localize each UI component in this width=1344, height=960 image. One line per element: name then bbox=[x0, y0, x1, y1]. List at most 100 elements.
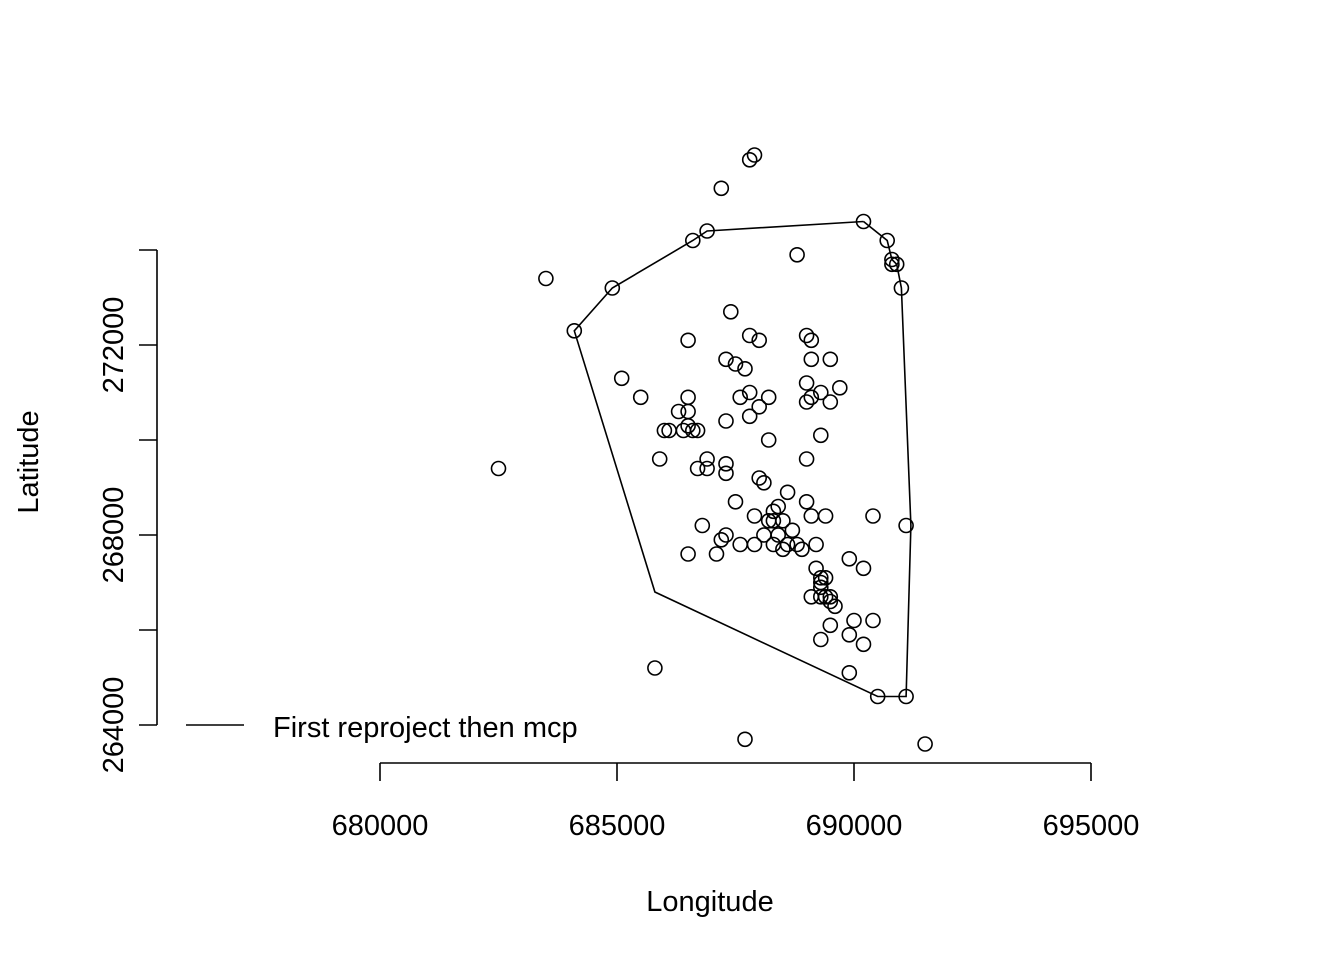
data-point bbox=[675, 422, 692, 439]
data-point bbox=[699, 460, 715, 477]
data-point bbox=[737, 360, 753, 377]
data-point bbox=[737, 731, 753, 748]
data-point bbox=[647, 660, 663, 676]
data-point bbox=[727, 356, 744, 372]
data-point bbox=[760, 432, 777, 448]
data-point bbox=[812, 427, 829, 444]
data-point bbox=[789, 247, 805, 263]
data-point bbox=[632, 389, 649, 406]
data-point bbox=[684, 422, 701, 439]
data-point bbox=[817, 569, 834, 586]
data-point bbox=[741, 384, 758, 401]
data-point bbox=[746, 508, 763, 524]
data-point bbox=[803, 332, 820, 349]
data-point bbox=[884, 256, 900, 273]
data-point bbox=[727, 493, 744, 510]
data-point bbox=[680, 403, 696, 420]
data-point bbox=[812, 631, 829, 648]
data-point bbox=[765, 503, 782, 520]
data-point bbox=[708, 546, 725, 562]
data-point bbox=[798, 327, 815, 344]
data-point bbox=[812, 579, 829, 596]
data-point bbox=[732, 389, 749, 406]
data-point bbox=[680, 546, 696, 562]
x-axis: 680000 685000 690000 695000 bbox=[332, 762, 1140, 842]
data-point bbox=[765, 536, 782, 553]
data-point bbox=[784, 522, 801, 539]
data-point bbox=[770, 498, 787, 515]
data-point bbox=[888, 256, 905, 273]
data-point bbox=[822, 394, 839, 410]
y-axis: 264000 268000 272000 bbox=[98, 249, 158, 774]
data-point bbox=[803, 351, 820, 368]
data-point bbox=[827, 598, 843, 615]
data-point bbox=[751, 332, 768, 349]
data-point bbox=[841, 550, 858, 567]
data-point bbox=[722, 303, 739, 320]
data-point bbox=[775, 512, 791, 529]
data-point bbox=[689, 460, 706, 477]
data-point bbox=[812, 569, 829, 586]
data-point bbox=[841, 626, 858, 643]
data-point bbox=[699, 451, 715, 467]
data-point bbox=[798, 375, 815, 391]
y-tick-label: 272000 bbox=[98, 297, 130, 394]
data-point bbox=[680, 417, 696, 434]
x-tick-label: 690000 bbox=[806, 810, 903, 842]
data-point bbox=[680, 389, 696, 406]
data-point bbox=[869, 688, 886, 705]
x-tick-label: 695000 bbox=[1043, 810, 1140, 842]
data-point bbox=[756, 474, 772, 491]
y-tick-label: 264000 bbox=[98, 677, 130, 774]
data-point bbox=[798, 493, 815, 510]
data-point bbox=[779, 484, 796, 501]
data-point bbox=[651, 451, 668, 467]
data-point bbox=[760, 389, 777, 406]
data-point bbox=[898, 688, 914, 705]
legend-label: First reproject then mcp bbox=[273, 712, 578, 744]
data-point bbox=[756, 527, 772, 543]
data-point bbox=[741, 408, 758, 425]
data-point bbox=[670, 403, 687, 420]
legend: First reproject then mcp bbox=[186, 712, 578, 744]
data-point bbox=[789, 536, 805, 553]
data-point bbox=[822, 617, 839, 634]
data-point bbox=[798, 451, 815, 467]
data-point bbox=[846, 612, 862, 629]
data-point bbox=[713, 531, 730, 548]
data-point bbox=[684, 232, 701, 249]
data-point bbox=[855, 636, 872, 653]
data-point bbox=[694, 517, 711, 534]
data-point bbox=[656, 422, 673, 439]
data-point bbox=[718, 413, 734, 429]
data-point bbox=[613, 370, 630, 387]
data-point bbox=[822, 593, 839, 610]
data-point bbox=[893, 280, 910, 296]
mcp-polygon-layer bbox=[573, 220, 912, 698]
mcp-polygon-line bbox=[573, 220, 912, 698]
data-point bbox=[794, 541, 810, 558]
data-point bbox=[751, 470, 768, 486]
y-axis-title: Latitude bbox=[13, 410, 45, 513]
data-point bbox=[741, 327, 758, 344]
data-point bbox=[718, 455, 734, 472]
data-point bbox=[718, 527, 734, 543]
data-point bbox=[855, 560, 872, 577]
data-point bbox=[751, 398, 768, 415]
data-point bbox=[732, 536, 749, 553]
y-tick-label: 268000 bbox=[98, 487, 130, 584]
data-point bbox=[765, 512, 782, 529]
data-point bbox=[699, 223, 715, 239]
data-point bbox=[812, 384, 829, 401]
data-point bbox=[775, 541, 791, 558]
data-point bbox=[798, 394, 815, 410]
data-point bbox=[803, 588, 820, 605]
points-layer bbox=[490, 147, 933, 752]
data-point bbox=[865, 508, 881, 524]
data-point bbox=[812, 588, 829, 605]
data-point bbox=[865, 612, 881, 629]
data-point bbox=[898, 517, 914, 534]
data-point bbox=[741, 152, 758, 168]
data-point bbox=[884, 251, 900, 268]
data-point bbox=[680, 332, 696, 349]
